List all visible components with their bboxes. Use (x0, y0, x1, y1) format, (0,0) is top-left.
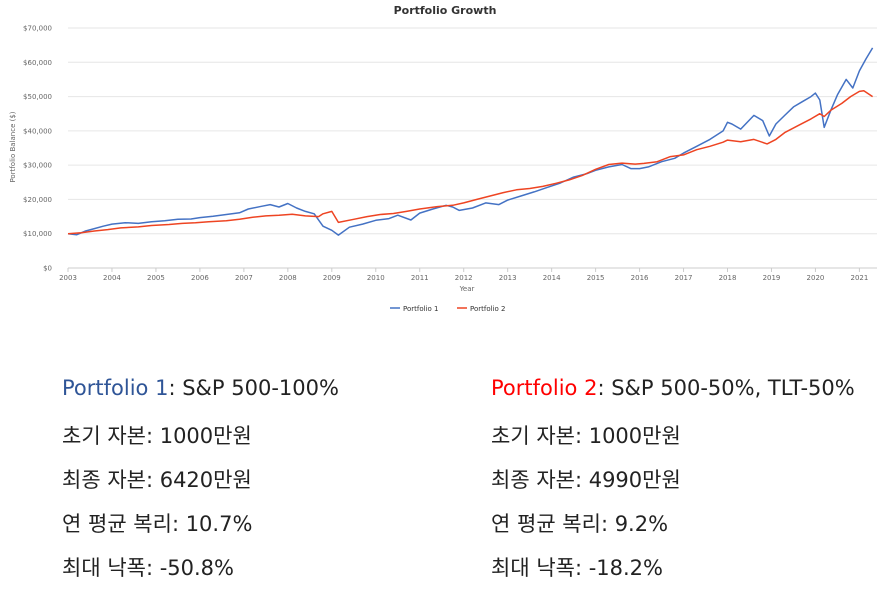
x-tick-label: 2012 (455, 274, 473, 282)
y-tick-label: $0 (43, 265, 52, 273)
x-tick-label: 2013 (499, 274, 517, 282)
y-tick-label: $10,000 (23, 230, 52, 238)
portfolio-1-final: 최종 자본: 6420만원 (62, 468, 252, 492)
x-tick-label: 2019 (763, 274, 781, 282)
x-tick-label: 2015 (587, 274, 605, 282)
portfolio-1-name: Portfolio 1 (62, 376, 169, 400)
x-tick-label: 2009 (323, 274, 341, 282)
y-tick-label: $30,000 (23, 162, 52, 170)
x-tick-label: 2011 (411, 274, 429, 282)
legend-label-portfolio-2: Portfolio 2 (470, 305, 505, 313)
x-tick-label: 2020 (807, 274, 825, 282)
y-tick-label: $70,000 (23, 25, 52, 33)
portfolio-2-cagr: 연 평균 복리: 9.2% (491, 512, 669, 536)
x-tick-label: 2017 (675, 274, 693, 282)
portfolio-2-final: 최종 자본: 4990만원 (491, 468, 681, 492)
portfolio-growth-chart: Portfolio Growth 2003 2004 2005 2006 2007 200… (9, 4, 877, 313)
y-axis-label: Portfolio Balance ($) (9, 111, 17, 182)
legend-label-portfolio-1: Portfolio 1 (403, 305, 438, 313)
portfolio-2-name: Portfolio 2 (491, 376, 598, 400)
y-tick-label: $20,000 (23, 196, 52, 204)
x-tick-label: 2014 (543, 274, 561, 282)
x-tick-label: 2006 (191, 274, 209, 282)
x-tick-label: 2003 (59, 274, 77, 282)
y-tick-label: $40,000 (23, 127, 52, 135)
portfolio-1-cagr: 연 평균 복리: 10.7% (62, 512, 253, 536)
portfolio-2-initial: 초기 자본: 1000만원 (491, 424, 681, 448)
chart-title: Portfolio Growth (394, 4, 497, 17)
y-tick-label: $60,000 (23, 59, 52, 67)
portfolio-2-desc: : S&P 500-50%, TLT-50% (597, 376, 855, 400)
x-tick-label: 2008 (279, 274, 297, 282)
series-line-portfolio-1 (67, 47, 874, 236)
portfolio-2-heading: Portfolio 2: S&P 500-50%, TLT-50% (491, 376, 855, 400)
x-tick-label: 2016 (631, 274, 649, 282)
x-tick-label: 2004 (103, 274, 121, 282)
x-tick-label: 2005 (147, 274, 165, 282)
x-tick-label: 2007 (235, 274, 253, 282)
portfolio-2-mdd: 최대 낙폭: -18.2% (491, 556, 663, 580)
x-tick-label: 2021 (850, 274, 868, 282)
portfolio-1-mdd: 최대 낙폭: -50.8% (62, 556, 234, 580)
x-tick-label: 2018 (719, 274, 737, 282)
y-tick-label: $50,000 (23, 93, 52, 101)
portfolio-1-initial: 초기 자본: 1000만원 (62, 424, 252, 448)
portfolio-1-heading: Portfolio 1: S&P 500-100% (62, 376, 339, 400)
portfolio-1-desc: : S&P 500-100% (168, 376, 339, 400)
series-line-portfolio-2 (67, 89, 874, 235)
x-tick-label: 2010 (367, 274, 385, 282)
x-axis-label: Year (459, 285, 475, 293)
